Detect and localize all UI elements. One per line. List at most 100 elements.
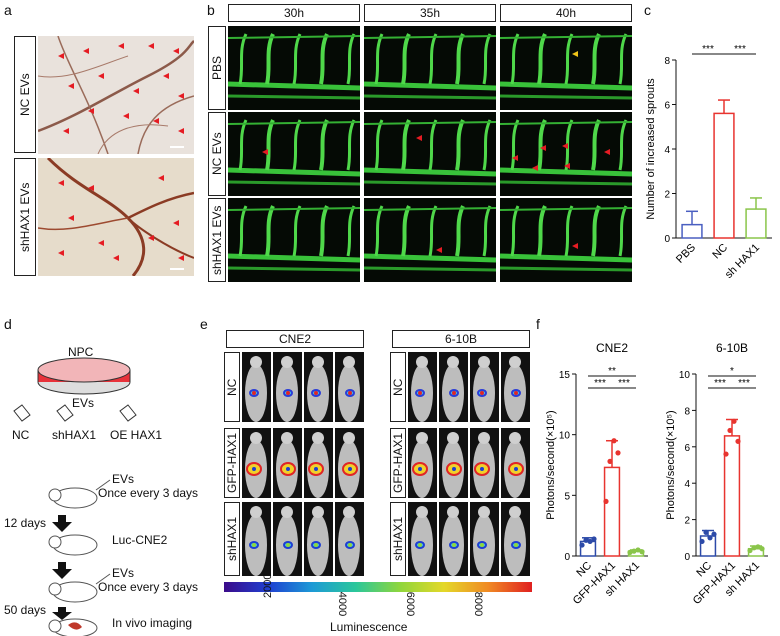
row-label-nc-evs: NC EVs [18, 73, 32, 116]
data-point-1-0 [723, 451, 729, 457]
evs-label: EVs [72, 396, 95, 410]
mouse-image-0-1-3 [335, 428, 364, 498]
panel-label-a: a [4, 2, 12, 18]
y-tick-label: 5 [564, 491, 570, 502]
vessel-image-r1-c0 [228, 112, 360, 196]
x-tick-label-0: PBS [674, 242, 698, 266]
colorbar-label: Luminescence [330, 620, 408, 634]
y-tick-label: 2 [684, 516, 690, 527]
mouse-row-label-box-1-0 [390, 352, 406, 422]
cam-image-shhax1-evs [38, 158, 194, 276]
vessel-image-r0-c1 [364, 26, 496, 110]
colorbar-tick-2000: 2000 [262, 573, 274, 598]
vessel-image-r2-c0 [228, 198, 360, 282]
vessel-image-r1-c2 [500, 112, 632, 196]
mouse-image-1-0-2 [470, 352, 499, 422]
mouse-row-label-0-2: shHAX1 [225, 516, 239, 562]
cell-line-header-6-10b: 6-10B [392, 330, 530, 348]
data-point-0-0 [699, 538, 705, 545]
data-point-2-3 [639, 549, 645, 555]
data-point-2-1 [751, 545, 757, 551]
row-label-box-shhax1-evs [14, 158, 36, 276]
colorbar-tick-4000: 4000 [336, 591, 349, 617]
y-tick-label: 8 [664, 56, 670, 67]
colorbar-tick-8000: 8000 [472, 591, 485, 617]
x-tick-label-0: NC [574, 560, 594, 580]
data-point-1-0 [603, 498, 609, 504]
y-tick-label: 0 [664, 234, 670, 245]
days50-label: 50 days [4, 603, 47, 617]
colorbar-tick-6000: 6000 [404, 591, 417, 617]
mouse-image-1-1-2 [470, 428, 499, 498]
chart-title: CNE2 [596, 341, 628, 355]
vessel-image-r2-c1 [364, 198, 496, 282]
petri-dish-icon [37, 357, 131, 395]
chart-cne2-photons: CNE2051015Photons/second(×10⁵)NCGFP-HAX1… [545, 341, 648, 607]
mouse-image-0-0-3 [335, 352, 364, 422]
bar-0 [681, 223, 703, 239]
y-tick-label: 0 [684, 552, 690, 563]
mouse-row-label-box-1-1 [390, 428, 406, 498]
mouse-image-1-0-3 [501, 352, 530, 422]
data-point-1-2 [611, 438, 617, 444]
mouse-image-0-2-0 [242, 502, 271, 576]
mouse-row-label-box-1-2 [390, 502, 406, 576]
mouse-image-0-2-3 [335, 502, 364, 576]
y-tick-label: 2 [664, 190, 670, 201]
data-point-1-2 [731, 418, 737, 424]
sig-mark-1: *** [734, 44, 746, 55]
x-tick-label-1: NC [710, 242, 730, 262]
tube-icons [13, 404, 137, 422]
data-point-2-2 [755, 544, 761, 550]
y-tick-label: 6 [664, 101, 670, 112]
step1-label-2: Once every 3 days [98, 486, 199, 500]
panel-label-f: f [536, 316, 540, 332]
workflow-diagram [13, 357, 137, 636]
data-point-0-2 [707, 535, 713, 541]
mouse-row-label-1-0: NC [391, 378, 405, 396]
bar-1 [713, 112, 735, 239]
cell-line-header-cne2: CNE2 [226, 330, 364, 348]
data-point-2-0 [747, 547, 753, 554]
data-point-0-2 [587, 538, 593, 545]
y-tick-label: 4 [664, 145, 670, 156]
mouse-icons [48, 487, 98, 636]
data-point-0-1 [583, 537, 589, 543]
sig-mark-0: * [730, 366, 734, 377]
sig-mark-1: *** [594, 378, 606, 389]
bar-1 [603, 466, 621, 557]
data-point-1-3 [735, 438, 741, 444]
data-point-1-1 [727, 427, 733, 434]
group-nc-label: NC [12, 428, 30, 442]
y-tick-label: 15 [559, 370, 571, 381]
mouse-image-1-2-1 [439, 502, 468, 576]
row-label-shhax1-evs: shHAX1 EVs [18, 182, 32, 252]
mouse-image-1-2-2 [470, 502, 499, 576]
row-label-nc-evs-b: NC EVs [210, 132, 224, 176]
y-tick-label: 0 [564, 552, 570, 563]
data-point-2-3 [759, 546, 765, 552]
time-header-35h: 35h [364, 4, 496, 22]
row-label-box-nc-evs-b [208, 112, 226, 196]
vessel-image-r0-c0 [228, 26, 360, 110]
mouse-row-label-0-0: NC [225, 378, 239, 396]
time-header-30h: 30h [228, 4, 360, 22]
panel-label-d: d [4, 316, 12, 332]
mouse-row-label-0-1: GFP-HAX1 [225, 433, 239, 494]
mouse-image-1-1-3 [501, 428, 530, 498]
mouse-image-0-0-0 [242, 352, 271, 422]
mouse-image-1-2-3 [501, 502, 530, 576]
mouse-image-1-1-1 [439, 428, 468, 498]
row-label-box-nc-evs [14, 36, 36, 153]
group-shhax1-label: shHAX1 [52, 428, 97, 442]
step1-label-1: EVs [112, 472, 135, 486]
mouse-image-1-0-1 [439, 352, 468, 422]
y-tick-label: 10 [559, 431, 571, 442]
chart-sprouts: 0 2 4 6 8 Number of increased sprouts PBS NCsh … [645, 44, 772, 281]
group-oe-hax1-label: OE HAX1 [110, 428, 163, 442]
data-point-0-1 [703, 529, 709, 535]
luminescence-colorbar [224, 582, 532, 592]
mouse-image-0-0-2 [304, 352, 333, 422]
y-tick-label: 6 [684, 443, 690, 454]
step3-label-1: EVs [112, 566, 135, 580]
